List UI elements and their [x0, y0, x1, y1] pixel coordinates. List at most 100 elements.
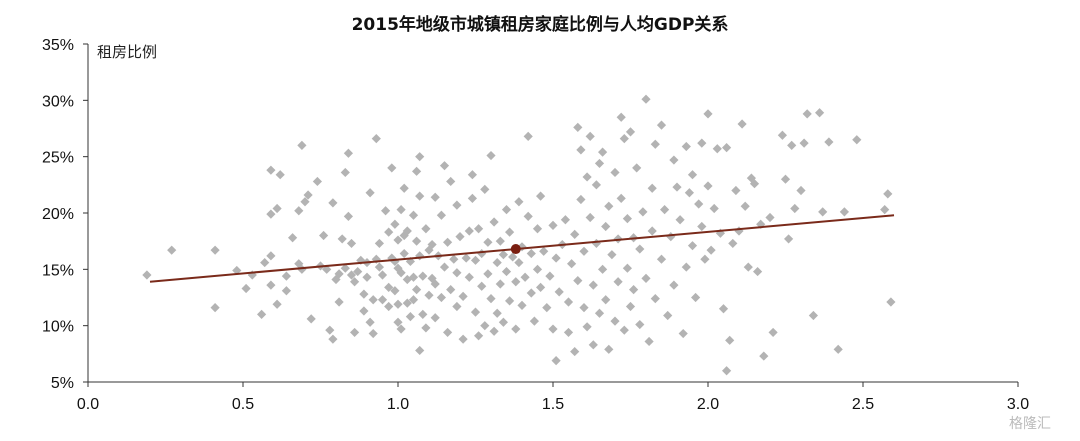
scatter-point: [641, 273, 651, 283]
scatter-point: [585, 212, 595, 223]
scatter-point: [697, 221, 707, 232]
scatter-point: [520, 272, 530, 282]
scatter-point: [390, 256, 400, 267]
scatter-point: [678, 328, 688, 339]
y-tick-label: 10%: [42, 319, 74, 336]
scatter-point: [443, 237, 453, 247]
scatter-point: [371, 254, 381, 264]
scatter-point: [765, 212, 775, 223]
scatter-point: [632, 163, 642, 173]
scatter-point: [353, 266, 363, 277]
scatter-point: [371, 134, 381, 144]
scatter-point: [346, 270, 357, 280]
scatter-point: [818, 207, 828, 217]
scatter-point: [340, 263, 350, 273]
scatter-point: [436, 210, 446, 220]
scatter-point: [796, 185, 806, 196]
scatter-point: [303, 190, 313, 200]
scatter-point: [663, 310, 673, 321]
scatter-point: [619, 325, 629, 335]
scatter-point: [545, 271, 555, 281]
scatter-point: [619, 134, 629, 144]
scatter-point: [536, 282, 546, 292]
scatter-point: [359, 306, 369, 316]
scatter-point: [474, 331, 484, 341]
scatter-point: [706, 245, 716, 255]
scatter-point: [319, 230, 329, 241]
scatter-point: [591, 238, 601, 249]
scatter-point: [691, 292, 701, 303]
scatter-point: [650, 139, 660, 149]
scatter-point: [396, 324, 406, 334]
scatter-point: [681, 262, 691, 272]
scatter-point: [647, 226, 657, 236]
trend-layer: [149, 214, 895, 283]
scatter-point: [802, 109, 812, 119]
scatter-point: [551, 355, 561, 366]
scatter-point: [567, 259, 577, 269]
scatter-point: [622, 214, 632, 224]
x-tick-label: 2.5: [852, 396, 874, 413]
scatter-point: [396, 268, 406, 278]
scatter-point: [424, 290, 434, 300]
scatter-point: [266, 251, 276, 261]
scatter-point: [563, 297, 574, 307]
scatter-point: [622, 263, 632, 273]
scatter-point: [833, 344, 843, 354]
scatter-point: [722, 366, 732, 376]
scatter-point: [536, 191, 546, 201]
scatter-point: [266, 209, 276, 219]
scatter-point: [492, 257, 502, 268]
trend-line: [149, 214, 895, 283]
scatter-point: [359, 289, 369, 299]
scatter-point: [731, 185, 741, 196]
scatter-point: [439, 262, 450, 272]
scatter-point: [393, 299, 403, 309]
scatter-point: [576, 194, 586, 205]
scatter-point: [734, 226, 744, 236]
scatter-point: [415, 251, 425, 261]
scatter-point: [402, 298, 412, 308]
scatter-point: [598, 264, 608, 274]
y-tick-label: 15%: [42, 262, 74, 279]
scatter-point: [554, 287, 564, 297]
x-tick-label: 1.0: [387, 396, 409, 413]
scatter-point: [427, 239, 437, 250]
scatter-point: [288, 233, 298, 243]
scatter-point: [368, 328, 378, 339]
scatter-point: [684, 188, 694, 198]
scatter-point: [405, 312, 415, 322]
scatter-point: [408, 210, 419, 220]
scatter-point: [167, 245, 177, 255]
scatter-point: [644, 336, 654, 347]
scatter-point: [563, 327, 574, 338]
scatter-point: [365, 317, 375, 327]
scatter-point: [384, 227, 394, 237]
scatter-point: [839, 207, 849, 217]
scatter-point: [737, 119, 747, 129]
scatter-point: [458, 291, 468, 301]
scatter-point: [613, 277, 623, 287]
y-axis-label: 租房比例: [97, 43, 157, 61]
scatter-point: [514, 257, 524, 268]
scatter-point: [579, 246, 589, 256]
scatter-point: [393, 235, 403, 245]
scatter-point: [325, 325, 335, 335]
scatter-point: [625, 127, 636, 137]
scatter-point: [430, 279, 440, 289]
scatter-point: [467, 193, 477, 203]
scatter-point: [808, 310, 818, 321]
scatter-point: [350, 327, 360, 338]
scatter-point: [390, 286, 400, 296]
scatter-point: [446, 285, 456, 295]
scatter-point: [542, 303, 552, 313]
scatter-point: [306, 314, 316, 324]
scatter-point: [539, 246, 549, 256]
scatter-point: [350, 277, 360, 287]
scatter-point: [523, 211, 533, 221]
scatter-point: [399, 183, 409, 193]
scatter-point: [672, 182, 682, 192]
y-tick-label: 35%: [42, 37, 74, 54]
scatter-point: [852, 135, 862, 145]
